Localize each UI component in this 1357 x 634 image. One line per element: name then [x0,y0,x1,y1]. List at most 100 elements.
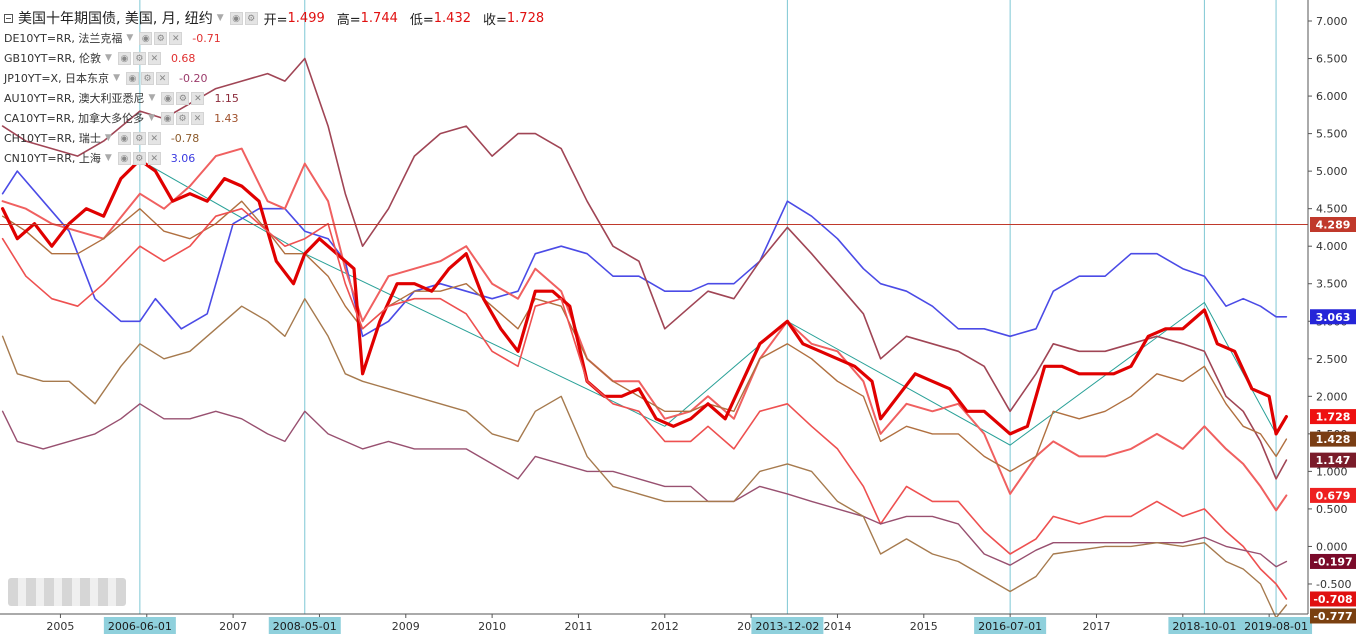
y-tick-label: 0.500 [1316,503,1348,516]
value-badge [1310,553,1356,569]
chevron-down-icon[interactable]: ▼ [104,153,112,163]
value-badge-label: 3.063 [1316,311,1351,324]
date-marker-badge [268,617,341,634]
legend-series-value: 0.68 [170,51,196,65]
visibility-icon[interactable]: ◉ [161,111,175,125]
y-tick-label: 4.500 [1316,203,1348,216]
visibility-icon[interactable]: ◉ [117,151,131,165]
value-badge [1310,591,1356,607]
y-tick-label: 3.500 [1316,278,1348,291]
legend-series-value: -0.71 [192,31,221,45]
gear-icon[interactable]: ⚙ [176,111,190,125]
date-marker-label: 2016-07-01 [978,620,1042,633]
series-line [1,403,1288,568]
visibility-icon[interactable]: ◉ [139,31,153,45]
series-line [1,170,1288,338]
y-tick-label: 5.000 [1316,165,1348,178]
chevron-down-icon[interactable]: ▼ [216,13,224,23]
legend-row-de10yt: DE10YT=RR, 法兰克福 ▼ ◉ ⚙ ✕ -0.71 [4,28,552,48]
series-line [1,298,1288,619]
value-badge-label: -0.777 [1313,610,1352,623]
date-marker-badge [974,617,1047,634]
chevron-down-icon[interactable]: ▼ [104,133,112,143]
gear-icon[interactable]: ⚙ [132,151,146,165]
visibility-icon[interactable]: ◉ [229,11,243,25]
collapse-icon[interactable] [4,13,13,23]
gear-icon[interactable]: ⚙ [176,91,190,105]
y-tick-label: 6.500 [1316,53,1348,66]
legend-row-ch10yt: CH10YT=RR, 瑞士 ▼ ◉ ⚙ ✕ -0.78 [4,128,552,148]
date-marker-badge [1168,617,1241,634]
legend-series-name: CN10YT=RR, 上海 [4,152,101,165]
gear-icon[interactable]: ⚙ [132,131,146,145]
legend-series-value: -0.78 [170,131,200,145]
series-line [1,57,1288,480]
series-line [1,200,1288,473]
close-icon[interactable]: ✕ [155,71,169,85]
chevron-down-icon[interactable]: ▼ [148,113,156,123]
close-icon[interactable]: ✕ [191,91,205,105]
date-marker-label: 2018-10-01 [1172,620,1236,633]
y-tick-label: 2.500 [1316,353,1348,366]
chart-legend: 美国十年期国债, 美国, 月, 纽约 ▼ ◉ ⚙ 开= 1.499 高= 1.7… [4,8,552,168]
value-badge [1310,431,1356,447]
y-tick-label: 5.500 [1316,128,1348,141]
x-tick-label: 2015 [910,620,938,633]
gear-icon[interactable]: ⚙ [244,11,258,25]
chevron-down-icon[interactable]: ▼ [126,33,134,43]
gear-icon[interactable]: ⚙ [154,31,168,45]
close-icon[interactable]: ✕ [169,31,183,45]
close-label: 收= [483,12,507,28]
low-value: 1.432 [433,10,471,26]
visibility-icon[interactable]: ◉ [117,131,131,145]
y-tick-label: 6.000 [1316,90,1348,103]
x-tick-label: 2007 [219,620,247,633]
value-badge [1310,409,1356,425]
x-tick-label: 2011 [564,620,592,633]
gear-icon[interactable]: ⚙ [132,51,146,65]
visibility-icon[interactable]: ◉ [125,71,139,85]
value-badge-label: -0.197 [1313,555,1352,568]
legend-main-row: 美国十年期国债, 美国, 月, 纽约 ▼ ◉ ⚙ 开= 1.499 高= 1.7… [4,8,552,28]
y-tick-label: 2.000 [1316,390,1348,403]
visibility-icon[interactable]: ◉ [161,91,175,105]
legend-series-name: AU10YT=RR, 澳大利亚悉尼 [4,92,145,105]
close-icon[interactable]: ✕ [147,51,161,65]
chevron-down-icon[interactable]: ▼ [105,53,112,63]
value-badge-label: 1.728 [1316,411,1351,424]
value-badge-label: 1.147 [1316,454,1351,467]
legend-row-au10yt: AU10YT=RR, 澳大利亚悉尼 ▼ ◉ ⚙ ✕ 1.15 [4,88,552,108]
legend-series-name: JP10YT=X, 日本东京 [4,72,110,85]
legend-series-value: -0.20 [178,71,208,85]
date-marker-label: 2006-06-01 [108,620,172,633]
legend-series-name: CH10YT=RR, 瑞士 [4,132,101,145]
chevron-down-icon[interactable]: ▼ [148,93,156,103]
y-tick-label: 7.000 [1316,15,1348,28]
date-marker-badge [751,617,824,634]
close-icon[interactable]: ✕ [147,151,161,165]
legend-series-value: 1.15 [214,91,239,105]
legend-row-ca10yt: CA10YT=RR, 加拿大多伦多 ▼ ◉ ⚙ ✕ 1.43 [4,108,552,128]
y-tick-label: 4.000 [1316,240,1348,253]
y-tick-label: 0.000 [1316,540,1348,553]
chevron-down-icon[interactable]: ▼ [113,73,120,83]
close-value: 1.728 [506,10,545,26]
legend-row-cn10yt: CN10YT=RR, 上海 ▼ ◉ ⚙ ✕ 3.06 [4,148,552,168]
legend-main-title: 美国十年期国债, 美国, 月, 纽约 [18,11,213,27]
close-icon[interactable]: ✕ [147,131,161,145]
date-marker-label: 2019-08-01 [1244,620,1308,633]
y-tick-label: 1.000 [1316,465,1348,478]
x-tick-label: 2014 [823,620,851,633]
y-tick-label: -0.500 [1316,578,1351,591]
value-badge-label: 4.289 [1316,219,1351,232]
high-label: 高= [336,12,361,28]
value-badge [1310,217,1356,233]
legend-series-name: GB10YT=RR, 伦敦 [4,52,102,65]
value-badge [1310,487,1356,503]
close-icon[interactable]: ✕ [191,111,205,125]
legend-series-value: 1.43 [214,111,239,125]
visibility-icon[interactable]: ◉ [117,51,131,65]
gear-icon[interactable]: ⚙ [140,71,154,85]
